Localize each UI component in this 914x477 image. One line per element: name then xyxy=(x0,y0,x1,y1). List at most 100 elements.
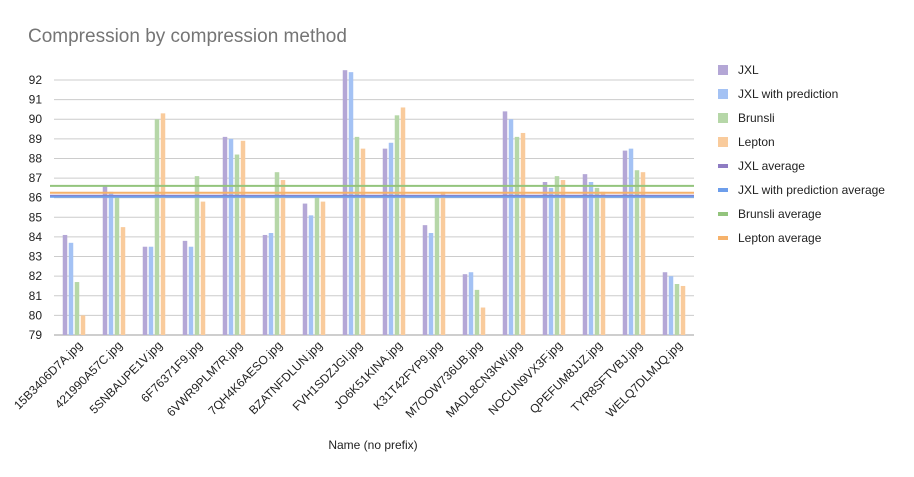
y-tick-label: 92 xyxy=(29,73,43,87)
legend-label: Lepton xyxy=(738,135,775,149)
bar-jxl xyxy=(262,234,268,335)
legend-swatch xyxy=(718,164,728,168)
bar-lepton xyxy=(200,201,206,335)
bar-brunsli xyxy=(674,284,680,335)
bar-jxl-with-prediction xyxy=(508,119,514,335)
legend-swatch xyxy=(718,137,728,147)
bar-lepton xyxy=(480,307,486,335)
bars xyxy=(62,70,686,336)
bar-lepton xyxy=(680,285,686,335)
legend-swatch xyxy=(718,212,728,216)
bar-brunsli xyxy=(274,172,280,335)
bar-jxl xyxy=(222,136,228,335)
y-tick-label: 81 xyxy=(29,289,43,303)
bar-lepton xyxy=(360,148,366,335)
legend-item: Brunsli xyxy=(718,108,775,128)
bar-brunsli xyxy=(154,119,160,335)
bar-lepton xyxy=(560,180,566,335)
y-axis-ticks: 79 80 81 82 83 84 85 86 87 88 89 90 91 92 xyxy=(29,73,43,342)
bar-jxl xyxy=(182,240,188,335)
y-tick-label: 86 xyxy=(29,191,43,205)
bar-brunsli xyxy=(554,176,560,335)
y-tick-label: 91 xyxy=(29,93,43,107)
x-tick-label: BZATNFDLUN.jpg xyxy=(246,338,325,417)
bar-jxl-with-prediction xyxy=(148,246,154,335)
y-tick-label: 80 xyxy=(29,308,43,322)
bar-lepton xyxy=(240,140,246,335)
x-tick-label: WELQ7DLMJQ.jpg xyxy=(603,338,685,420)
bar-jxl-with-prediction xyxy=(588,182,594,335)
legend-swatch xyxy=(718,65,728,75)
legend-label: Brunsli xyxy=(738,111,775,125)
bar-lepton xyxy=(600,191,606,335)
bar-jxl-with-prediction xyxy=(68,242,74,335)
bar-brunsli xyxy=(354,136,360,335)
x-tick-label: TYR8SFTVBJ.jpg xyxy=(568,338,645,415)
legend-label: Brunsli average xyxy=(738,207,822,221)
y-tick-label: 79 xyxy=(29,328,43,342)
average-lines xyxy=(50,184,694,198)
bar-brunsli xyxy=(194,176,200,335)
bar-jxl xyxy=(422,225,428,335)
legend-item: JXL xyxy=(718,60,759,80)
bar-jxl-with-prediction xyxy=(668,276,674,335)
bar-jxl xyxy=(502,111,508,335)
legend-item: Lepton average xyxy=(718,228,821,248)
y-tick-label: 83 xyxy=(29,250,43,264)
bar-lepton xyxy=(520,132,526,335)
bar-jxl-with-prediction xyxy=(348,72,354,336)
legend-label: JXL with prediction average xyxy=(738,183,885,197)
bar-brunsli xyxy=(514,136,520,335)
x-tick-label: 6VWR9PLM7R.jpg xyxy=(164,338,245,419)
legend-item: Brunsli average xyxy=(718,204,821,224)
y-tick-label: 84 xyxy=(29,230,43,244)
bar-jxl-with-prediction xyxy=(468,272,474,335)
chart-title: Compression by compression method xyxy=(28,26,347,47)
bar-brunsli xyxy=(74,282,80,335)
bar-brunsli xyxy=(314,195,320,335)
y-tick-label: 87 xyxy=(29,171,43,185)
bar-jxl xyxy=(302,203,308,335)
legend-item: JXL average xyxy=(718,156,805,176)
bar-jxl xyxy=(542,182,548,335)
x-tick-label: NOCUN9VX3F.jpg xyxy=(485,338,565,418)
legend-label: JXL average xyxy=(738,159,805,173)
bar-jxl xyxy=(102,185,108,335)
legend-swatch xyxy=(718,89,728,99)
bar-jxl xyxy=(142,246,148,335)
legend-swatch xyxy=(718,113,728,123)
x-axis-label: Name (no prefix) xyxy=(328,438,417,452)
bar-lepton xyxy=(80,315,86,335)
bar-lepton xyxy=(120,227,126,335)
legend-label: Lepton average xyxy=(738,231,822,245)
bar-brunsli xyxy=(474,289,480,335)
legend-swatch xyxy=(718,236,728,240)
bar-jxl-with-prediction xyxy=(108,191,114,335)
bar-brunsli xyxy=(634,170,640,335)
bar-brunsli xyxy=(114,195,120,335)
y-tick-label: 90 xyxy=(29,112,43,126)
x-tick-label: 7QH4K6AESO.jpg xyxy=(205,338,285,418)
bar-lepton xyxy=(400,107,406,336)
x-tick-label: JO6K51KINA.jpg xyxy=(331,338,405,412)
bar-jxl-with-prediction xyxy=(388,142,394,335)
bar-jxl-with-prediction xyxy=(428,233,434,335)
legend-swatch xyxy=(718,188,728,192)
bar-jxl-with-prediction xyxy=(188,246,194,335)
bar-brunsli xyxy=(394,115,400,335)
bar-jxl xyxy=(662,272,668,335)
bar-lepton xyxy=(320,201,326,335)
bar-jxl-with-prediction xyxy=(628,148,634,335)
gridlines xyxy=(54,79,694,336)
x-tick-label: 5SNBAUPE1V.jpg xyxy=(87,338,165,416)
bar-brunsli xyxy=(434,195,440,335)
bar-lepton xyxy=(280,180,286,335)
bar-jxl xyxy=(462,274,468,335)
bar-jxl-with-prediction xyxy=(308,215,314,335)
x-tick-label: 15B3406D7A.jpg xyxy=(11,338,85,412)
bar-jxl xyxy=(582,174,588,335)
y-tick-label: 82 xyxy=(29,269,43,283)
legend-item: Lepton xyxy=(718,132,775,152)
bar-jxl xyxy=(342,70,348,335)
